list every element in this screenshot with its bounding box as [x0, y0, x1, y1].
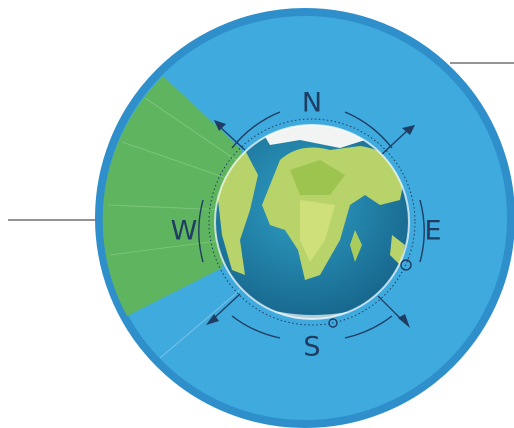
south-label: S	[303, 332, 320, 363]
compass-ring	[198, 111, 425, 339]
sector-edge	[159, 289, 241, 359]
sector-lines	[107, 97, 237, 256]
west-label: W	[171, 216, 198, 247]
south-marker	[328, 318, 338, 328]
compass-needles	[211, 125, 409, 323]
east-marker	[400, 259, 412, 271]
green-sector	[102, 76, 243, 316]
east-label: E	[424, 216, 441, 247]
north-label: N	[302, 88, 322, 119]
globe	[215, 125, 409, 319]
globe-rim	[214, 124, 410, 320]
